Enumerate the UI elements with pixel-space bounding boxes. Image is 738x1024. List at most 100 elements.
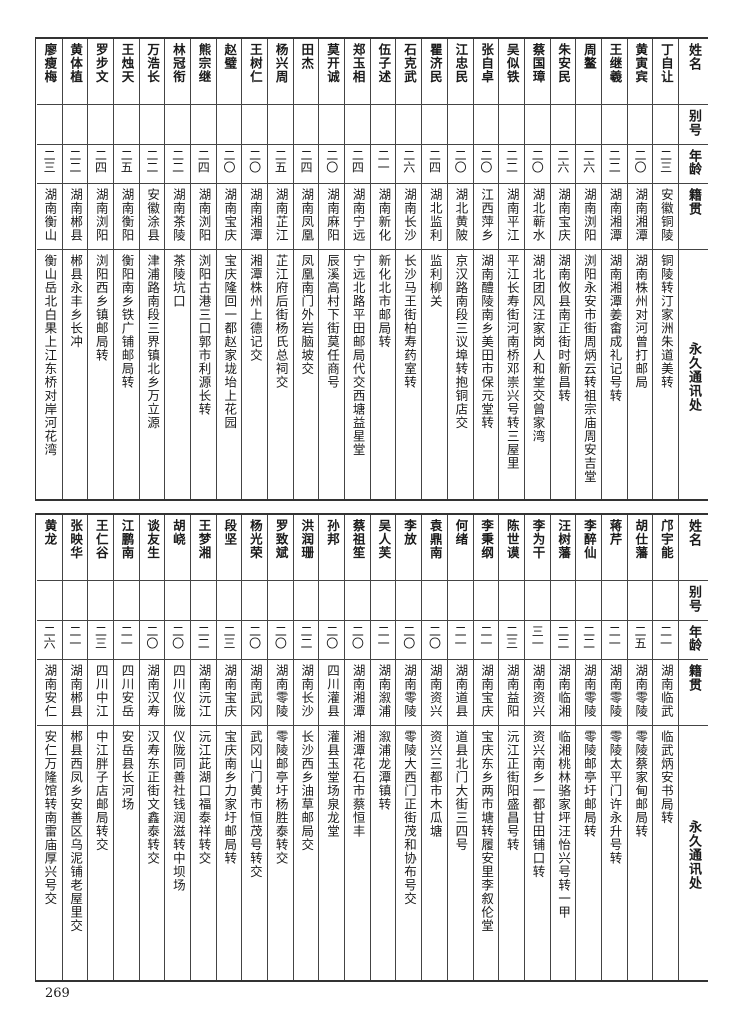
cell-address: 衡山岳北白果上江东桥对岸河花湾 [37, 250, 62, 499]
cell-age-text: 二五 [632, 625, 647, 649]
cell-address-text: 临湘桃林骆家坪汪怡兴号转一甲 [556, 730, 572, 919]
cell-age: 二一 [601, 621, 627, 660]
cell-address-text: 茶陵坑口 [170, 254, 186, 308]
cell-address: 湖南株州对河曾打邮局 [628, 250, 653, 499]
cell-age: 二〇 [319, 621, 345, 660]
cell-native-text: 湖南溆浦 [376, 664, 392, 718]
cell-address: 衡阳南乡铁广铺邮局转 [114, 250, 139, 499]
cell-name: 王梦湘 [190, 515, 216, 581]
cell-alias [88, 105, 113, 145]
cell-name-text: 廖瘦梅 [42, 43, 58, 84]
cell-name: 万浩长 [139, 39, 165, 105]
cell-age-text: 二〇 [144, 625, 159, 649]
cell-age-text: 二三 [504, 625, 519, 649]
cell-native-text: 湖南零陵 [581, 664, 597, 718]
cell-alias [473, 105, 499, 145]
cell-age-text: 二〇 [632, 149, 647, 173]
cell-address-text: 灌县玉堂场泉龙堂 [324, 730, 340, 838]
cell-native: 湖南凤凰 [293, 184, 319, 250]
cell-address: 辰溪高村下街莫任商号 [319, 250, 344, 499]
cell-alias [627, 581, 653, 621]
cell-native: 湖南湘潭 [601, 184, 627, 250]
cell-age-text: 二二 [555, 625, 570, 649]
cell-native-text: 湖南宝庆 [479, 664, 495, 718]
cell-name: 谈友生 [139, 515, 165, 581]
cell-name-text: 郑玉相 [350, 43, 366, 84]
cell-native-text: 湖南茶陵 [170, 188, 186, 242]
cell-address: 资兴南乡一都甘田铺口转 [525, 726, 550, 980]
cell-native-text: 湖南道县 [453, 664, 469, 718]
cell-address-text: 衡山岳北白果上江东桥对岸河花湾 [42, 254, 58, 457]
header-column: 姓名 别号 年龄 籍贯 永久通讯处 [679, 515, 708, 980]
cell-age-text: 二〇 [530, 149, 545, 173]
cell-native-text: 湖南新化 [376, 188, 392, 242]
cell-age-text: 二二 [67, 149, 82, 173]
cell-address-text: 零陵邮亭圩邮局转 [581, 730, 597, 838]
cell-native: 湖南湘潭 [242, 184, 267, 250]
cell-alias [601, 581, 627, 621]
person-record: 王树仁 二〇 湖南湘潭 湘潭株州上德记交 [242, 39, 268, 499]
cell-age-text: 二一 [119, 625, 134, 649]
cell-native-text: 湖南资兴 [530, 664, 546, 718]
cell-name: 杨光荣 [242, 515, 267, 581]
cell-name-text: 李秉纲 [479, 519, 495, 560]
person-record: 罗致斌 二〇 湖南零陵 零陵邮亭圩杨胜泰转交 [268, 515, 294, 980]
cell-name-text: 孙邦 [324, 519, 340, 546]
cell-age: 二四 [88, 145, 113, 184]
cell-age: 二三 [653, 145, 678, 184]
person-record: 张映华 二一 湖南郴县 郴县西凤乡安善区乌泥铺老屋里交 [62, 515, 89, 980]
cell-age-text: 二六 [581, 149, 596, 173]
cell-address-text: 宝庆东乡两市塘转履安里李叙伦堂 [479, 730, 495, 933]
person-record: 吴似铁 二二 湖南平江 平江长寿街河南桥邓崇兴号转三屋里 [499, 39, 525, 499]
header-age: 年龄 [679, 145, 708, 184]
cell-native-text: 湖北监利 [427, 188, 443, 242]
cell-native: 湖南汉寿 [139, 660, 165, 726]
cell-name: 汪树藩 [550, 515, 576, 581]
cell-alias [36, 581, 62, 621]
cell-address-text: 浏阳永安市街周炳云转祖宗庙周安吉堂 [581, 254, 597, 484]
cell-age-text: 二三 [42, 149, 57, 173]
cell-native: 安徽涂县 [139, 184, 165, 250]
cell-name: 朱安民 [550, 39, 576, 105]
cell-native-text: 湖南宝庆 [222, 664, 238, 718]
cell-age: 二四 [293, 145, 319, 184]
cell-name: 张自卓 [473, 39, 499, 105]
cell-address: 零陵太平门许永升号转 [602, 726, 627, 980]
cell-address-text: 郴县永丰乡长冲 [68, 254, 84, 349]
cell-age: 二五 [113, 145, 139, 184]
cell-alias [524, 105, 550, 145]
cell-native: 湖南宝庆 [216, 660, 242, 726]
cell-address: 临湘桃林骆家坪汪怡兴号转一甲 [551, 726, 576, 980]
cell-alias [293, 105, 319, 145]
cell-address: 零陵大西门正街茂和协布号交 [396, 726, 421, 980]
cell-name: 李醉仙 [576, 515, 601, 581]
cell-native: 四川仪陇 [165, 660, 190, 726]
cell-name: 张映华 [62, 515, 88, 581]
cell-native-text: 湖南宝庆 [222, 188, 238, 242]
person-record: 林冠衔 二二 湖南茶陵 茶陵坑口 [165, 39, 191, 499]
cell-age: 三一 [524, 621, 550, 660]
cell-age-text: 二一 [607, 625, 622, 649]
cell-native-text: 湖南衡阳 [119, 188, 135, 242]
cell-native-text: 湖南临湘 [556, 664, 572, 718]
person-record: 江鹏南 二一 四川安岳 安岳县长河场 [113, 515, 140, 980]
cell-age-text: 三一 [530, 625, 545, 649]
cell-address-text: 长沙马王街柏寿药室转 [402, 254, 418, 389]
cell-age: 二一 [113, 621, 139, 660]
cell-age-text: 二〇 [247, 625, 262, 649]
cell-age-text: 二二 [170, 149, 185, 173]
cell-address-text: 湖南株州对河曾打邮局 [633, 254, 649, 389]
cell-alias [447, 581, 473, 621]
cell-age: 二一 [370, 621, 396, 660]
cell-alias [62, 105, 88, 145]
cell-native-text: 江西萍乡 [479, 188, 495, 242]
cell-alias [422, 105, 447, 145]
cell-age: 二五 [268, 145, 293, 184]
cell-address: 零陵邮亭圩杨胜泰转交 [268, 726, 293, 980]
cell-alias [473, 581, 499, 621]
cell-native: 湖南浏阳 [190, 184, 216, 250]
person-record: 袁鼎南 二〇 湖南资兴 资兴三都市木瓜塘 [422, 515, 448, 980]
cell-native: 湖南宝庆 [216, 184, 242, 250]
cell-address-text: 凤凰南门外岩脑坡交 [299, 254, 315, 376]
person-record: 胡峣 二〇 四川仪陇 仪陇同善社钱润滋转中坝场 [165, 515, 191, 980]
